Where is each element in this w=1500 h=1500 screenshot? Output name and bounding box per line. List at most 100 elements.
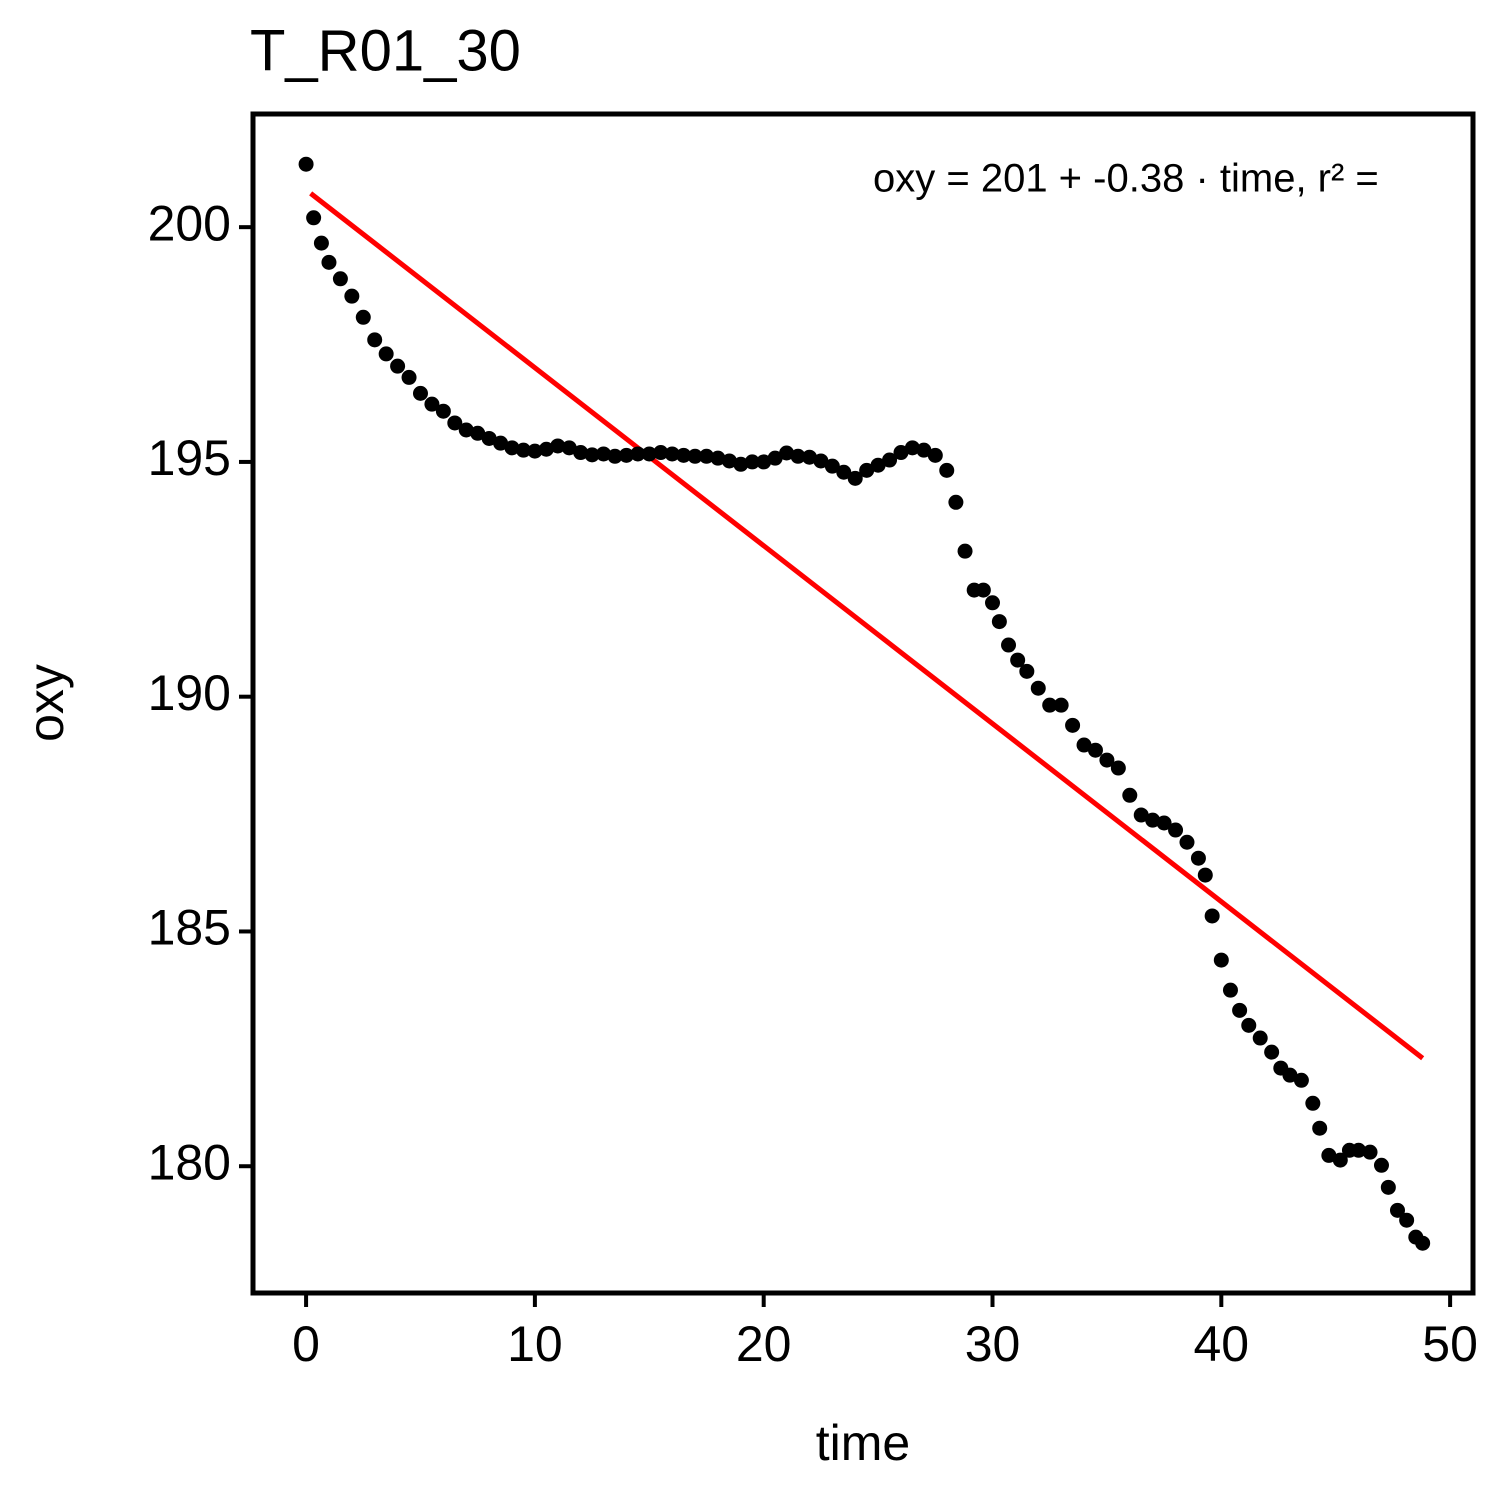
- data-point: [744, 454, 760, 470]
- data-point: [927, 447, 943, 463]
- data-point: [1030, 680, 1046, 696]
- data-point: [1232, 1002, 1248, 1018]
- data-point: [321, 254, 337, 270]
- y-tick-label: 190: [148, 665, 231, 721]
- y-tick-label: 195: [148, 430, 231, 486]
- data-point: [584, 447, 600, 463]
- data-point: [573, 445, 589, 461]
- data-point: [596, 446, 612, 462]
- data-point: [390, 358, 406, 374]
- data-point: [1001, 637, 1017, 653]
- data-point: [458, 422, 474, 438]
- data-point: [721, 453, 737, 469]
- y-tick-label: 185: [148, 900, 231, 956]
- data-point: [957, 543, 973, 559]
- data-point: [991, 614, 1007, 630]
- data-point: [1380, 1179, 1396, 1195]
- data-point: [641, 446, 657, 462]
- y-tick-label: 200: [148, 195, 231, 251]
- data-point: [332, 271, 348, 287]
- x-axis-title: time: [816, 1415, 910, 1471]
- data-point: [1122, 787, 1138, 803]
- data-point: [710, 450, 726, 466]
- data-point: [790, 448, 806, 464]
- data-point: [1332, 1152, 1348, 1168]
- data-point: [355, 309, 371, 325]
- panel-border: [250, 111, 1476, 1296]
- data-point: [298, 156, 314, 172]
- data-point: [779, 445, 795, 461]
- data-point: [1110, 760, 1126, 776]
- data-point: [1145, 812, 1161, 828]
- data-point: [378, 346, 394, 362]
- fit-line: [309, 191, 1425, 1061]
- data-point: [904, 440, 920, 456]
- data-point: [1065, 717, 1081, 733]
- data-point: [515, 442, 531, 458]
- chart-title: T_R01_30: [250, 18, 521, 83]
- data-point: [1213, 952, 1229, 968]
- data-point: [1204, 908, 1220, 924]
- x-tick-label: 20: [736, 1316, 792, 1372]
- data-point: [412, 385, 428, 401]
- data-point: [1293, 1072, 1309, 1088]
- data-point: [801, 449, 817, 465]
- x-tick-label: 50: [1422, 1316, 1478, 1372]
- data-point: [306, 210, 322, 226]
- plot-marks: [298, 156, 1431, 1251]
- data-point: [1312, 1120, 1328, 1136]
- data-point: [401, 369, 417, 385]
- data-point: [1190, 850, 1206, 866]
- x-tick-label: 0: [292, 1316, 320, 1372]
- data-point: [313, 235, 329, 251]
- data-point: [1305, 1095, 1321, 1111]
- equation-annotation: oxy = 201 + -0.38 · time, r² =: [873, 157, 1379, 201]
- data-point: [813, 453, 829, 469]
- data-point: [687, 448, 703, 464]
- data-point: [1019, 663, 1035, 679]
- x-tick-label: 10: [507, 1316, 563, 1372]
- data-point: [859, 462, 875, 478]
- data-point: [630, 446, 646, 462]
- data-point: [870, 457, 886, 473]
- data-point: [767, 450, 783, 466]
- data-point: [1076, 737, 1092, 753]
- data-point: [1053, 697, 1069, 713]
- data-point: [698, 448, 714, 464]
- data-point: [1389, 1202, 1405, 1218]
- data-point: [882, 452, 898, 468]
- data-point: [1351, 1142, 1367, 1158]
- data-point: [836, 464, 852, 480]
- data-point: [676, 447, 692, 463]
- data-point: [1321, 1147, 1337, 1163]
- y-tick-label: 180: [148, 1134, 231, 1190]
- data-point: [975, 582, 991, 598]
- data-point: [1179, 834, 1195, 850]
- data-point: [1197, 867, 1213, 883]
- data-point: [1373, 1157, 1389, 1173]
- data-point: [1099, 752, 1115, 768]
- data-point: [1362, 1144, 1378, 1160]
- data-point: [1264, 1044, 1280, 1060]
- data-point: [756, 454, 772, 470]
- data-point: [470, 425, 486, 441]
- data-point: [1010, 652, 1026, 668]
- data-point: [948, 494, 964, 510]
- data-point: [481, 430, 497, 446]
- data-point: [550, 438, 566, 454]
- data-point: [344, 288, 360, 304]
- data-point: [939, 462, 955, 478]
- data-point: [493, 435, 509, 451]
- y-axis-title: oxy: [18, 664, 74, 742]
- data-point: [1252, 1030, 1268, 1046]
- data-point: [367, 332, 383, 348]
- data-point: [733, 456, 749, 472]
- data-point: [1282, 1067, 1298, 1083]
- data-point: [985, 595, 1001, 611]
- data-point: [847, 470, 863, 486]
- data-point: [1087, 742, 1103, 758]
- data-point: [1168, 822, 1184, 838]
- data-point: [527, 443, 543, 459]
